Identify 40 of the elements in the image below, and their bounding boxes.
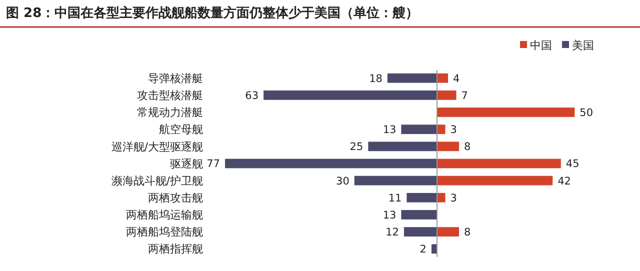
data-label: 18 — [369, 72, 382, 85]
legend-label: 中国 — [530, 38, 552, 52]
bar — [437, 124, 446, 134]
data-label: 3 — [450, 192, 457, 204]
y-tick-label: 濒海战斗舰/护卫舰 — [111, 174, 203, 188]
data-label: 12 — [386, 226, 399, 238]
data-label: 3 — [450, 124, 457, 136]
bar — [437, 108, 575, 117]
bar — [437, 192, 446, 202]
y-tick-label: 巡洋舰/大型驱逐舰 — [111, 140, 203, 154]
y-tick-label: 驱逐舰 — [170, 157, 203, 170]
bar — [431, 244, 437, 254]
data-label: 45 — [566, 158, 580, 170]
data-label: 13 — [382, 124, 396, 136]
data-label: 2 — [420, 244, 426, 256]
data-label: 13 — [382, 209, 396, 222]
y-tick-label: 两栖船坞登陆舰 — [126, 226, 203, 239]
bar — [437, 90, 456, 100]
y-tick-label: 两栖指挥舰 — [148, 242, 203, 256]
chart-title: 图 28：中国在各型主要作战舰船数量方面仍整体少于美国（单位：艘） — [6, 5, 419, 21]
data-label: 50 — [580, 106, 594, 119]
data-label: 4 — [453, 72, 460, 85]
data-label: 42 — [558, 175, 572, 188]
y-tick-label: 攻击型核潜艇 — [137, 89, 203, 102]
y-tick-label: 两栖船坞运输舰 — [126, 208, 203, 222]
y-tick-label: 常规动力潜艇 — [137, 106, 203, 120]
y-tick-label: 航空母舰 — [159, 123, 203, 136]
data-label: 8 — [464, 141, 471, 154]
data-label: 11 — [388, 192, 402, 204]
data-label: 25 — [350, 141, 364, 154]
data-label: 30 — [336, 175, 350, 188]
y-tick-label: 两栖攻击舰 — [148, 192, 203, 205]
y-tick-label: 导弹核潜艇 — [148, 72, 203, 85]
data-label: 8 — [464, 226, 471, 238]
legend-label: 美国 — [572, 38, 594, 52]
data-label: 7 — [461, 90, 468, 102]
bar — [401, 210, 437, 220]
data-label: 63 — [245, 90, 259, 102]
bar — [437, 73, 448, 83]
data-label: 77 — [206, 158, 220, 170]
